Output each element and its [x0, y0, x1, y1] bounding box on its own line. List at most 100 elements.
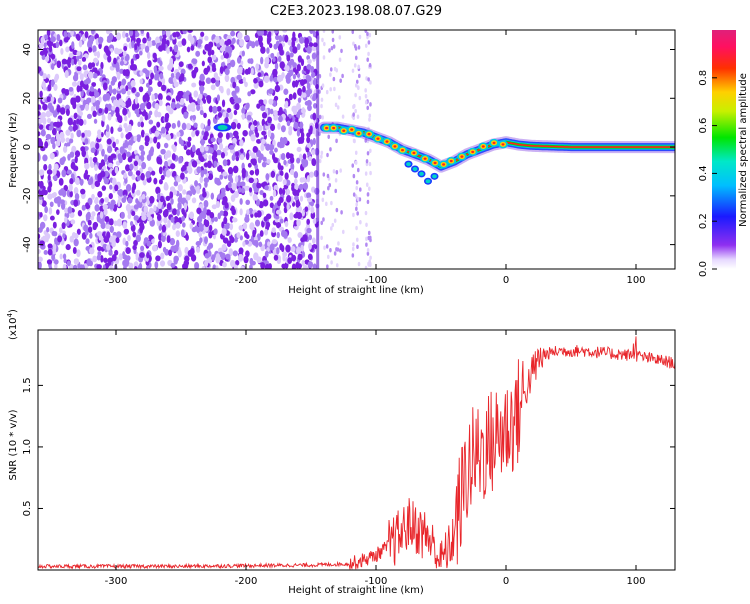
noise-speckle — [240, 187, 246, 194]
noise-speckle — [277, 256, 282, 262]
noise-speckle — [48, 265, 53, 269]
noise-speckle — [241, 50, 246, 57]
noise-speckle — [283, 231, 288, 239]
noise-speckle — [40, 112, 47, 118]
noise-speckle — [230, 259, 236, 268]
noise-speckle — [221, 187, 226, 194]
noise-speckle — [227, 63, 231, 70]
sparse-speckle — [358, 73, 361, 79]
noise-speckle — [279, 136, 284, 144]
noise-speckle — [193, 90, 199, 98]
noise-speckle — [79, 80, 85, 88]
x-tick-label: 100 — [626, 275, 645, 286]
noise-speckle — [39, 180, 44, 189]
noise-speckle — [140, 30, 145, 35]
noise-speckle — [69, 177, 74, 185]
noise-speckle — [121, 30, 126, 39]
noise-speckle — [256, 182, 262, 189]
noise-speckle — [48, 44, 53, 53]
noise-speckle — [187, 249, 194, 257]
noise-speckle — [294, 183, 299, 191]
noise-speckle — [89, 176, 94, 185]
noise-speckle — [135, 189, 141, 196]
noise-speckle — [297, 97, 302, 103]
sparse-speckle — [320, 103, 323, 109]
noise-speckle — [207, 118, 211, 127]
noise-speckle — [256, 138, 262, 144]
noise-speckle — [47, 248, 53, 256]
noise-speckle — [38, 124, 44, 130]
noise-speckle — [312, 263, 317, 269]
noise-speckle — [291, 254, 297, 262]
noise-speckle — [125, 32, 129, 38]
noise-speckle — [240, 181, 246, 187]
sparse-speckle — [318, 158, 322, 164]
noise-speckle — [139, 252, 145, 258]
noise-speckle — [211, 49, 215, 56]
noise-speckle — [59, 107, 66, 115]
sparse-speckle — [321, 115, 324, 120]
noise-speckle — [264, 56, 270, 65]
noise-speckle — [172, 170, 177, 177]
noise-speckle — [302, 234, 308, 242]
noise-speckle — [100, 197, 105, 204]
noise-speckle — [219, 66, 224, 75]
noise-speckle — [204, 131, 209, 138]
noise-speckle — [265, 213, 272, 220]
noise-speckle — [124, 68, 130, 77]
noise-speckle — [52, 247, 57, 255]
noise-speckle — [171, 144, 176, 150]
noise-speckle — [54, 237, 58, 245]
sparse-speckle — [338, 35, 342, 40]
noise-speckle — [238, 225, 244, 231]
noise-speckle — [274, 147, 278, 153]
noise-speckle — [97, 250, 102, 257]
noise-speckle — [168, 249, 173, 257]
noise-speckle — [107, 162, 114, 168]
noise-speckle — [140, 172, 145, 181]
sparse-speckle — [329, 247, 332, 253]
noise-speckle — [100, 61, 104, 70]
noise-speckle — [250, 124, 255, 131]
noise-speckle — [148, 78, 153, 86]
sparse-speckle — [355, 206, 358, 212]
noise-speckle — [203, 153, 208, 159]
noise-speckle — [124, 139, 128, 147]
noise-speckle — [154, 130, 160, 137]
noise-speckle — [312, 137, 316, 146]
noise-speckle — [272, 99, 277, 107]
noise-speckle — [74, 150, 81, 158]
sparse-speckle — [358, 187, 362, 192]
sparse-speckle — [368, 235, 372, 241]
noise-speckle — [295, 246, 302, 255]
noise-speckle — [127, 156, 133, 163]
noise-speckle — [255, 63, 260, 71]
noise-speckle — [309, 200, 315, 207]
noise-speckle — [70, 58, 75, 66]
noise-speckle — [43, 42, 47, 48]
noise-speckle — [196, 104, 201, 111]
noise-speckle — [204, 145, 209, 152]
noise-speckle — [234, 85, 240, 93]
noise-speckle — [273, 157, 278, 164]
noise-speckle — [53, 163, 59, 171]
noise-speckle — [202, 98, 207, 104]
noise-speckle — [199, 212, 205, 218]
noise-speckle — [48, 163, 52, 171]
sparse-speckle — [322, 30, 326, 33]
noise-speckle — [181, 215, 186, 222]
noise-speckle — [59, 227, 63, 234]
sparse-speckle — [320, 97, 324, 102]
noise-speckle — [65, 129, 71, 136]
noise-speckle — [104, 197, 109, 203]
noise-speckle — [200, 87, 204, 96]
noise-speckle — [199, 145, 205, 153]
noise-speckle — [155, 255, 161, 262]
noise-speckle — [307, 261, 314, 269]
noise-speckle — [150, 146, 155, 155]
noise-speckle — [153, 136, 158, 144]
noise-speckle — [279, 243, 284, 251]
noise-speckle — [296, 157, 301, 164]
signal-blob-peak — [423, 157, 427, 160]
noise-speckle — [89, 156, 93, 162]
